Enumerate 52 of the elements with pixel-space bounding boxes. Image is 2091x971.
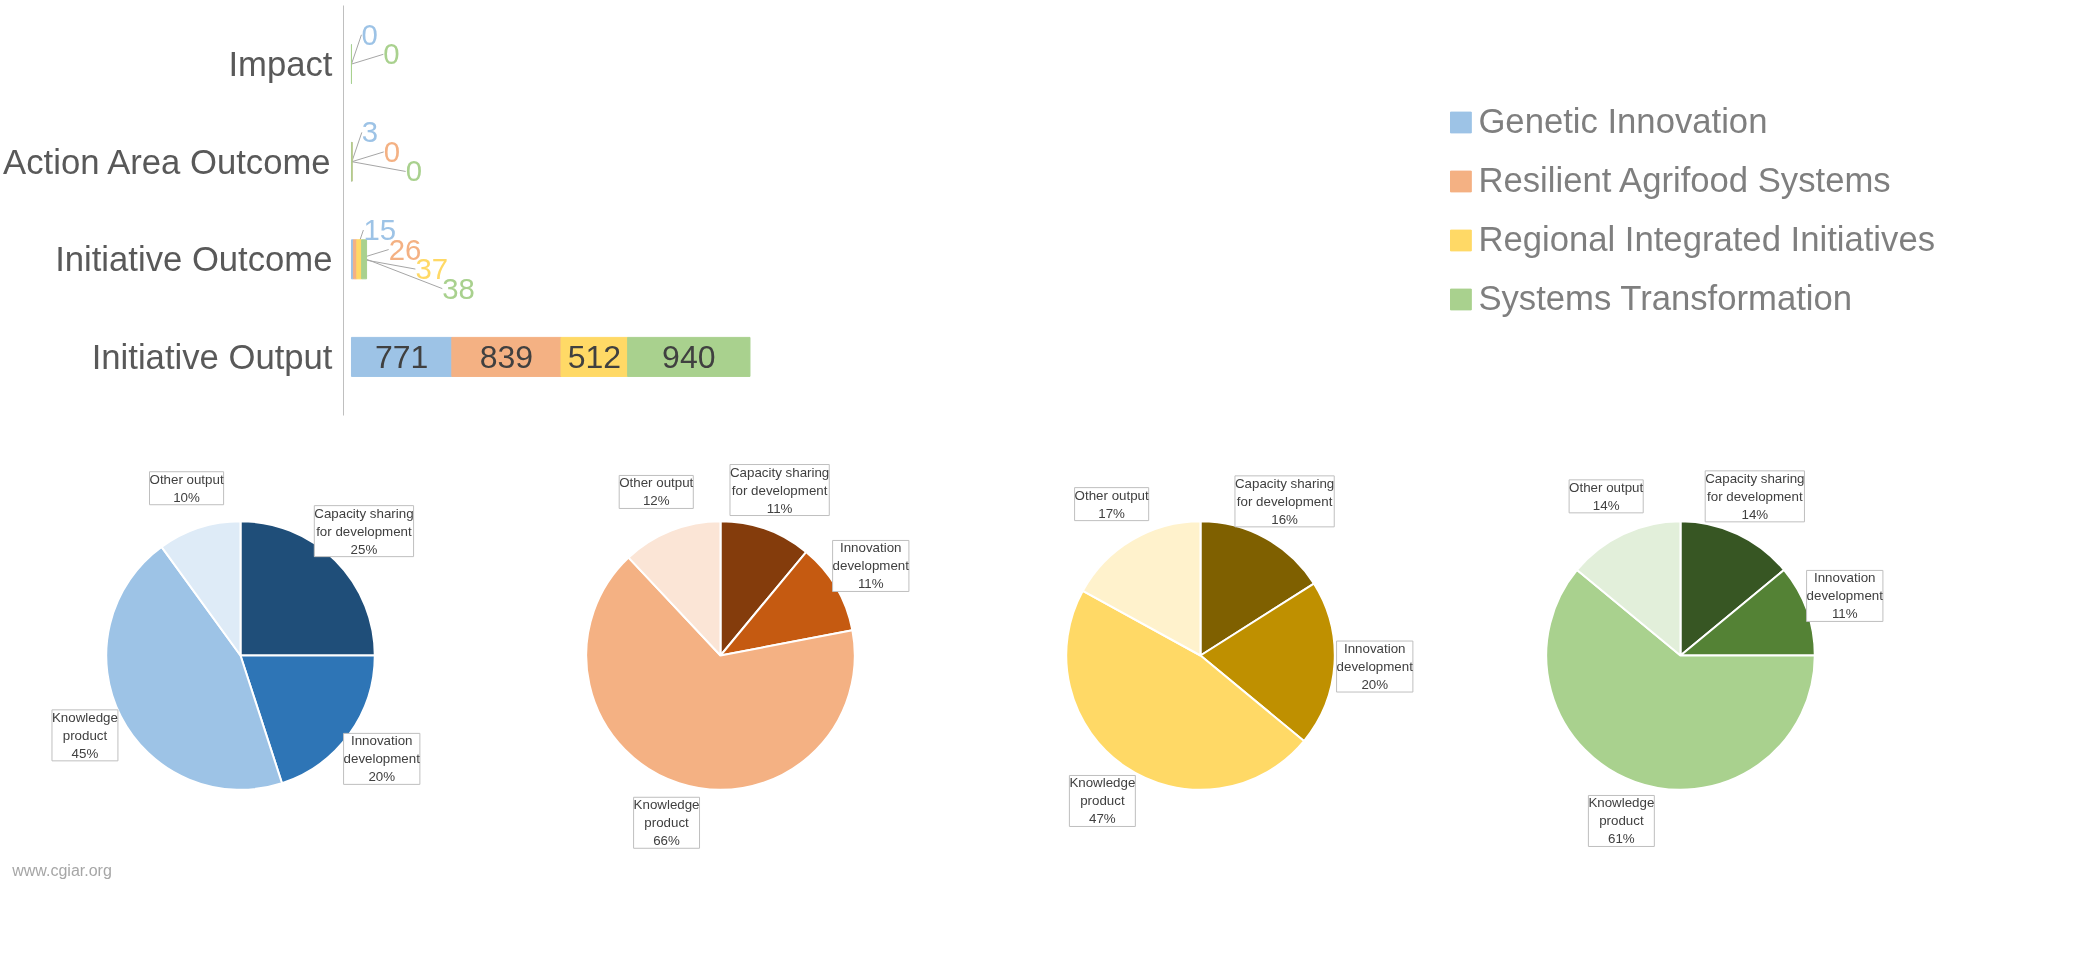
data-label: 16%	[1271, 511, 1299, 527]
y-tick-label: Impact	[228, 45, 333, 84]
data-label: 66%	[653, 833, 681, 849]
data-label: 3	[361, 115, 379, 149]
slice-label: Capacity sharing for development	[314, 505, 414, 539]
data-label: 771	[374, 338, 429, 375]
data-label: 512	[567, 338, 622, 375]
data-label: 12%	[642, 493, 670, 509]
data-label: 20%	[368, 769, 396, 785]
y-tick-label: Initiative Output	[91, 337, 333, 376]
y-tick-label: Initiative Outcome	[55, 240, 333, 279]
slice-label: Innovation development	[343, 733, 421, 767]
data-label: 0	[383, 37, 400, 71]
slice-label: Other output	[619, 475, 694, 491]
data-label: 940	[662, 338, 716, 375]
data-label: 45%	[71, 745, 99, 761]
data-label: 10%	[173, 489, 201, 505]
legend-label: Systems Transformation	[1478, 279, 1853, 318]
data-label: 20%	[1361, 677, 1389, 693]
y-tick-label: Action Area Outcome	[3, 142, 331, 181]
slice-label: Innovation development	[1336, 641, 1414, 675]
data-label: 11%	[857, 576, 884, 592]
data-label: 14%	[1741, 506, 1769, 522]
slice-label: Innovation development	[832, 540, 910, 574]
data-label: 11%	[766, 500, 793, 516]
data-label: 0	[405, 154, 422, 188]
data-label: 47%	[1089, 811, 1116, 827]
data-label: 839	[479, 338, 534, 375]
data-label: 25%	[350, 541, 378, 557]
slice-label: Capacity sharing for development	[1234, 475, 1335, 509]
legend-label: Resilient Agrifood Systems	[1478, 161, 1891, 200]
slice-label: Knowledge product	[1069, 775, 1136, 809]
legend-label: Regional Integrated Initiatives	[1478, 220, 1935, 259]
legend-label: Genetic Innovation	[1478, 102, 1768, 141]
slice-label: Capacity sharing for development	[1705, 470, 1805, 504]
bar	[361, 239, 368, 280]
slice-label: Capacity sharing for development	[730, 464, 830, 498]
data-label: 38	[442, 271, 475, 305]
data-label: 14%	[1592, 497, 1620, 513]
slice-label: Other output	[1569, 479, 1644, 495]
data-label: 0	[383, 134, 401, 168]
slice-label: Knowledge product	[1588, 795, 1655, 829]
data-label: 11%	[1831, 606, 1858, 622]
data-label: 61%	[1608, 831, 1635, 847]
slice-label: Knowledge product	[633, 797, 700, 831]
slice-label: Innovation development	[1806, 570, 1884, 604]
text: www.cgiar.org	[11, 861, 112, 879]
slice-label: Other output	[149, 471, 224, 487]
slice-label: Other output	[1074, 487, 1149, 503]
slice-label: Knowledge product	[51, 709, 118, 743]
data-label: 17%	[1098, 505, 1126, 521]
data-label: 0	[361, 17, 378, 51]
